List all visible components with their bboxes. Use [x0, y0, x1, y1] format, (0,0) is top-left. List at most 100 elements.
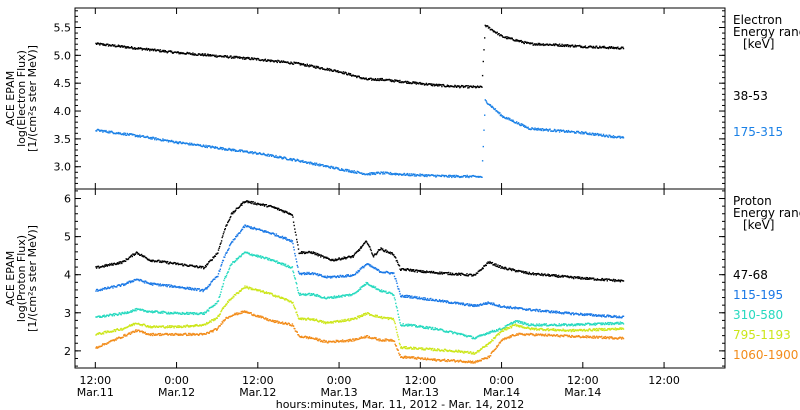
electron-point [443, 174, 445, 177]
electron-point [404, 174, 407, 176]
proton-point [408, 295, 411, 297]
proton-point [251, 227, 254, 229]
proton-point [229, 244, 231, 246]
electron-point [476, 85, 479, 87]
electron-point [215, 146, 218, 149]
proton-point [349, 256, 351, 258]
proton-point [361, 246, 363, 248]
proton-point [359, 247, 361, 250]
electron-point [520, 39, 522, 42]
proton-point [374, 314, 377, 316]
electron-point [594, 47, 597, 49]
proton-point [318, 274, 320, 277]
proton-point [302, 318, 305, 321]
proton-point [602, 314, 604, 317]
proton-point [541, 274, 544, 276]
proton-point [395, 328, 398, 331]
proton-point [496, 265, 498, 268]
proton-point [418, 296, 421, 298]
proton-point [159, 261, 161, 263]
electron-point [110, 130, 113, 132]
proton-point [257, 254, 259, 257]
proton-point [389, 251, 391, 253]
electron-point [175, 140, 177, 143]
proton-point [222, 285, 224, 288]
electron-point [189, 142, 191, 144]
proton-point [395, 257, 397, 259]
proton-point [602, 322, 605, 325]
proton-point [566, 311, 568, 313]
electron-legend-title: Energy range [733, 25, 800, 39]
electron-point [597, 133, 599, 135]
electron-point [420, 82, 422, 85]
proton-point [341, 276, 343, 278]
electron-point [371, 172, 373, 174]
proton-point [350, 274, 352, 276]
proton-point [316, 252, 319, 255]
proton-point [234, 210, 236, 213]
electron-point [542, 43, 544, 45]
proton-point [622, 323, 625, 325]
proton-point [531, 324, 534, 326]
proton-point [118, 261, 120, 263]
proton-point [349, 275, 351, 278]
proton-point [172, 313, 175, 315]
proton-point [143, 310, 145, 313]
electron-point [420, 175, 422, 177]
proton-point [445, 349, 447, 351]
proton-point [443, 330, 446, 333]
electron-point [379, 78, 381, 80]
proton-point [541, 272, 543, 275]
electron-point [435, 84, 437, 86]
proton-point [368, 244, 370, 246]
electron-point [195, 54, 198, 56]
proton-point [443, 348, 446, 351]
proton-point [228, 219, 230, 222]
proton-point [555, 274, 557, 276]
proton-point [322, 320, 324, 322]
electron-point [272, 155, 275, 157]
proton-point [352, 317, 354, 320]
proton-point [143, 309, 146, 312]
proton-point [215, 276, 217, 279]
electron-point [248, 57, 250, 59]
electron-point [288, 62, 290, 64]
proton-point [335, 276, 337, 279]
proton-point [156, 260, 158, 263]
electron-point [250, 152, 252, 154]
proton-point [472, 336, 474, 339]
electron-point [511, 37, 513, 40]
electron-point [309, 163, 311, 165]
proton-point [592, 315, 594, 317]
electron-point [332, 167, 334, 169]
proton-point [330, 296, 332, 298]
proton-point [241, 253, 243, 256]
proton-point [445, 330, 448, 332]
proton-point [166, 326, 168, 329]
electron-point [340, 169, 342, 171]
electron-point [433, 83, 435, 85]
proton-point [366, 282, 369, 284]
electron-point [482, 145, 484, 148]
electron-point [319, 164, 322, 167]
proton-point [241, 228, 244, 231]
electron-point [291, 159, 293, 162]
proton-point [214, 255, 217, 257]
electron-point [99, 44, 101, 46]
proton-point [220, 310, 222, 313]
proton-point [285, 237, 287, 239]
electron-point [477, 175, 479, 178]
electron-point [140, 47, 143, 50]
proton-point [223, 279, 225, 282]
electron-point [437, 83, 439, 86]
electron-point [304, 64, 307, 66]
electron-point [396, 79, 398, 82]
electron-point [354, 172, 356, 174]
proton-point [185, 312, 187, 315]
proton-point [116, 263, 118, 265]
electron-point [239, 57, 241, 59]
proton-point [441, 300, 443, 302]
electron-point [547, 130, 549, 132]
proton-point [129, 281, 132, 284]
electron-point [358, 75, 360, 78]
